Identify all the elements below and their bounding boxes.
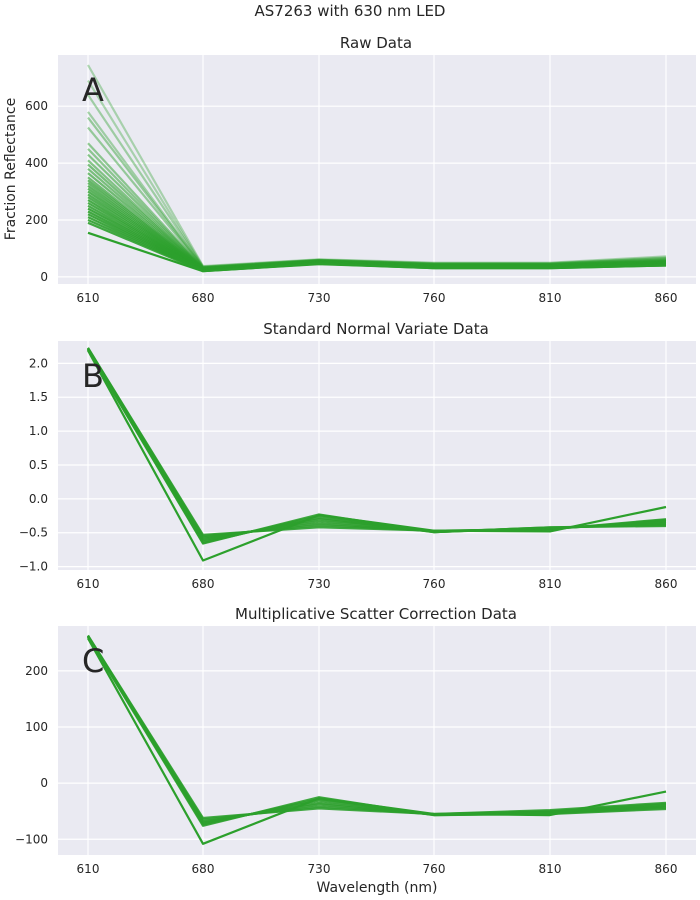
x-tick-label: 730 <box>308 577 331 591</box>
y-tick-label: 600 <box>25 99 48 113</box>
figure-suptitle: AS7263 with 630 nm LED <box>255 2 446 20</box>
plot-area <box>58 626 696 855</box>
y-tick-label: 1.5 <box>29 390 48 404</box>
series-line <box>87 64 667 268</box>
x-tick-label: 860 <box>655 577 678 591</box>
y-tick-label: −1.0 <box>19 560 48 574</box>
x-tick-label: 760 <box>423 577 446 591</box>
panel-title: Raw Data <box>340 34 412 52</box>
series-line <box>87 231 667 273</box>
y-tick-label: 0 <box>40 270 48 284</box>
y-tick-label: −100 <box>15 832 48 846</box>
y-tick-label: 200 <box>25 213 48 227</box>
series-line <box>87 349 667 562</box>
x-tick-label: 730 <box>308 862 331 876</box>
x-tick-label: 760 <box>423 862 446 876</box>
x-tick-label: 810 <box>539 577 562 591</box>
x-tick-label: 760 <box>423 291 446 305</box>
y-axis-label-a: Fraction Reflectance <box>3 98 19 240</box>
x-tick-label: 810 <box>539 862 562 876</box>
panel-letter: C <box>82 642 104 680</box>
series-group <box>87 64 667 273</box>
x-axis-label: Wavelength (nm) <box>317 880 438 896</box>
y-tick-label: 200 <box>25 664 48 678</box>
panel-letter: A <box>82 71 104 109</box>
x-tick-label: 860 <box>655 862 678 876</box>
x-tick-label: 680 <box>192 291 215 305</box>
plot-area <box>58 341 696 570</box>
y-tick-label: 0.5 <box>29 458 48 472</box>
x-tick-label: 680 <box>192 862 215 876</box>
panel-c: 610 680 730 760 810 860 200 100 0 −100 Multiplicat… <box>15 605 696 876</box>
series-group <box>87 634 667 845</box>
y-tick-label: 1.0 <box>29 424 48 438</box>
y-tick-label: 100 <box>25 720 48 734</box>
panel-b: 610 680 730 760 810 860 2.0 1.5 1.0 0.5 0.0 −0.5 −1.… <box>19 320 696 591</box>
series-line <box>87 637 667 845</box>
x-tick-label: 610 <box>77 577 100 591</box>
panel-title: Multiplicative Scatter Correction Data <box>235 605 517 623</box>
x-tick-label: 680 <box>192 577 215 591</box>
panel-letter: B <box>82 357 104 395</box>
y-tick-label: 0.0 <box>29 492 48 506</box>
y-tick-label: 400 <box>25 156 48 170</box>
y-tick-label: 0 <box>40 776 48 790</box>
x-tick-label: 610 <box>77 291 100 305</box>
series-group <box>87 347 667 562</box>
x-tick-label: 610 <box>77 862 100 876</box>
y-tick-label: −0.5 <box>19 526 48 540</box>
x-tick-label: 860 <box>655 291 678 305</box>
panel-title: Standard Normal Variate Data <box>263 320 489 338</box>
x-tick-label: 730 <box>308 291 331 305</box>
panel-a: 610 680 730 760 810 860 0 200 400 600 Raw Data A <box>25 34 696 305</box>
y-tick-label: 2.0 <box>29 356 48 370</box>
x-tick-label: 810 <box>539 291 562 305</box>
